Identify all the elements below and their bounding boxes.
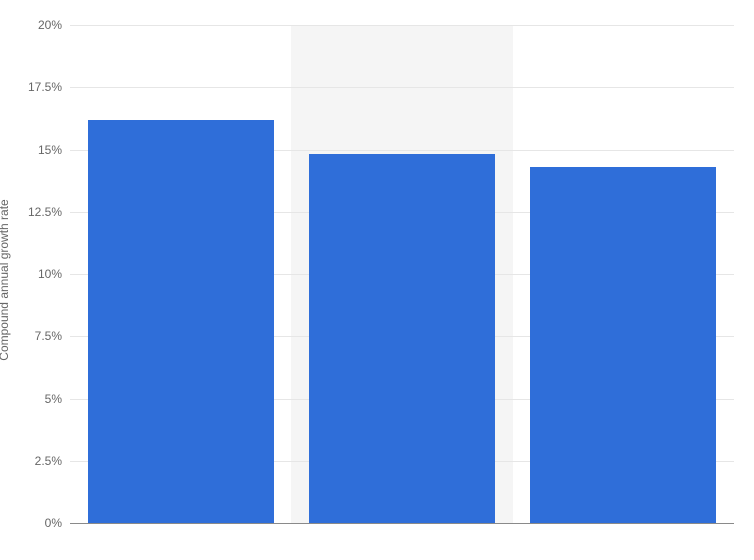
y-tick-label: 5% [0,392,62,406]
y-tick-label: 17.5% [0,80,62,94]
bar [88,120,274,523]
bars-layer [70,25,734,523]
y-tick-label: 20% [0,18,62,32]
y-tick-label: 2.5% [0,454,62,468]
x-axis-line [70,523,734,524]
y-tick-label: 0% [0,516,62,530]
bar-chart: 0%2.5%5%7.5%10%12.5%15%17.5%20% Compound… [0,0,754,560]
y-axis-title: Compound annual growth rate [0,119,11,280]
bar [530,167,716,523]
plot-area [70,25,734,523]
bar [309,154,495,523]
